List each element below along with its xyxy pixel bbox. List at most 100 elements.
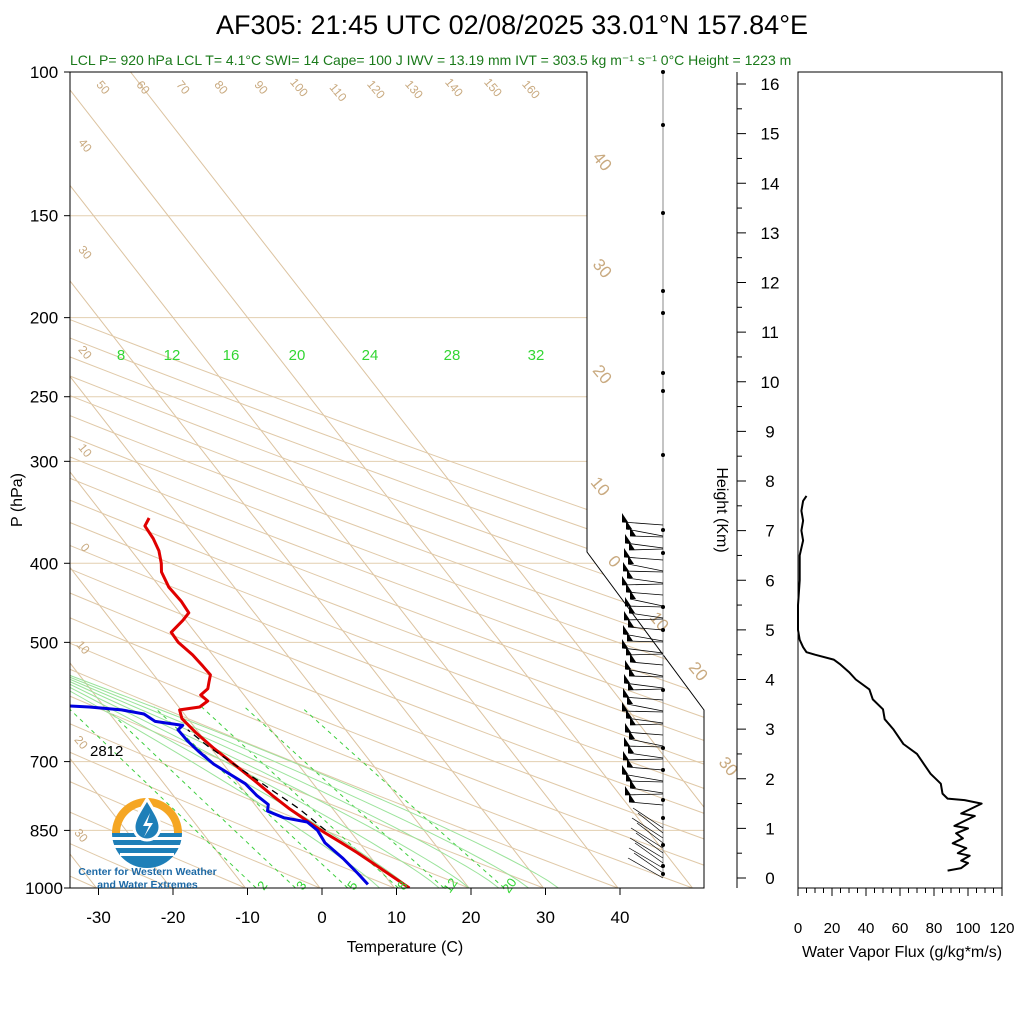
isotherm-label: 10 — [73, 638, 93, 657]
wind-barb-flag — [628, 555, 634, 564]
isotherm-line — [70, 72, 246, 888]
wind-barb — [625, 528, 664, 537]
sun-arc-icon — [112, 798, 182, 833]
isotherm-label: 130 — [402, 77, 426, 102]
wind-dot — [661, 123, 665, 127]
isotherm-label: 90 — [251, 78, 271, 97]
wind-barb-flag — [624, 611, 630, 620]
temperature-tick-label: -30 — [86, 908, 111, 927]
pressure-tick-label: 150 — [30, 207, 58, 226]
wind-barb — [632, 807, 664, 829]
wind-barb — [633, 852, 664, 874]
wind-barb — [621, 773, 664, 782]
wind-barb — [624, 793, 664, 796]
dry-adiabat-line — [70, 72, 704, 888]
isotherm-line — [70, 72, 470, 888]
height-tick-label: 5 — [765, 621, 774, 640]
wind-barb-flag — [630, 653, 636, 662]
wave-line — [120, 853, 174, 856]
isotherm-line — [70, 72, 321, 888]
isotherm-label: 40 — [589, 148, 616, 175]
isotherm-label: 10 — [75, 441, 95, 460]
wind-barb-flag — [629, 793, 635, 802]
temperature-tick-label: 0 — [317, 908, 326, 927]
wind-barb — [627, 857, 664, 879]
wind-barb-flag — [627, 758, 633, 767]
isotherm-line — [70, 72, 693, 888]
wind-barb — [622, 758, 664, 761]
wind-barb-flag — [628, 744, 634, 753]
height-tick-label: 0 — [765, 869, 774, 888]
wind-barb-flag — [627, 695, 633, 704]
wind-barb — [625, 717, 664, 724]
wind-barb-flag — [623, 688, 629, 697]
wind-barb-flag — [626, 709, 632, 718]
height-tick-label: 13 — [761, 224, 780, 243]
wind-barb-flag — [630, 590, 636, 599]
dry-adiabat-line — [70, 72, 704, 888]
dry-adiabat-line — [70, 72, 704, 888]
wind-barb-flag — [623, 562, 629, 571]
pressure-tick-label: 500 — [30, 633, 58, 652]
chart-title: AF305: 21:45 UTC 02/08/2025 33.01°N 157.… — [216, 10, 808, 40]
dry-adiabat-line — [70, 72, 704, 888]
pressure-tick-label: 400 — [30, 554, 58, 573]
wind-dot — [661, 872, 665, 876]
temperature-tick-label: 40 — [611, 908, 630, 927]
dry-adiabat-line — [70, 72, 704, 888]
wind-dot — [661, 371, 665, 375]
wind-barb — [625, 591, 664, 596]
height-tick-label: 3 — [765, 720, 774, 739]
wind-barb — [629, 787, 664, 794]
wind-barb — [628, 612, 664, 619]
wind-barb-flag — [622, 576, 628, 585]
wind-dot — [661, 528, 665, 532]
x-axis-label: Temperature (C) — [347, 939, 463, 956]
wind-barb-flag — [627, 569, 633, 578]
pressure-tick-label: 1000 — [25, 879, 63, 898]
wind-barb-flag — [624, 674, 630, 683]
water-circle-icon — [112, 833, 182, 868]
wind-barb-flag — [626, 772, 632, 781]
y-axis-label: P (hPa) — [9, 473, 26, 527]
dry-adiabat-line — [70, 72, 704, 888]
flux-tick-label: 0 — [794, 920, 802, 937]
wind-barb-flag — [630, 779, 636, 788]
dry-adiabat-line — [70, 72, 395, 888]
dry-adiabat-line — [70, 72, 704, 888]
dry-adiabat-line — [70, 72, 704, 888]
wind-dot — [661, 551, 665, 555]
flux-frame — [797, 71, 1003, 889]
lightning-icon — [143, 813, 153, 837]
wind-barb-flag — [622, 702, 628, 711]
temperature-tick-label: 30 — [536, 908, 555, 927]
dry-adiabat-line — [70, 72, 619, 888]
height-tick-label: 12 — [761, 274, 780, 293]
isotherm-label: 50 — [93, 78, 113, 97]
flux-tick-label: 40 — [858, 920, 875, 937]
mixing-ratio-line — [153, 706, 349, 888]
wind-barb — [626, 640, 664, 643]
wind-barb-flag — [625, 723, 631, 732]
wind-dot — [661, 311, 665, 315]
isotherm-label: 20 — [589, 361, 616, 388]
isotherm-label: 160 — [519, 77, 543, 102]
wind-barb-flag — [625, 660, 631, 669]
height-tick-label: 10 — [761, 373, 780, 392]
wind-barb — [624, 542, 664, 549]
moist-adiabat-line — [70, 381, 500, 888]
moist-adiabat-label: 8 — [117, 347, 125, 364]
wind-barb-flag — [622, 513, 628, 522]
pressure-tick-label: 100 — [30, 63, 58, 82]
temperature-tick-label: -10 — [235, 908, 260, 927]
wind-dot — [661, 211, 665, 215]
wind-barb — [623, 682, 664, 689]
isotherm-label: 0 — [78, 540, 93, 554]
dry-adiabat-line — [70, 72, 704, 888]
wind-barb-flag — [630, 527, 636, 536]
mixing-ratio-line — [70, 706, 257, 888]
height-tick-label: 9 — [765, 422, 774, 441]
dry-adiabat-line — [70, 72, 704, 888]
wind-barb-flag — [624, 737, 630, 746]
